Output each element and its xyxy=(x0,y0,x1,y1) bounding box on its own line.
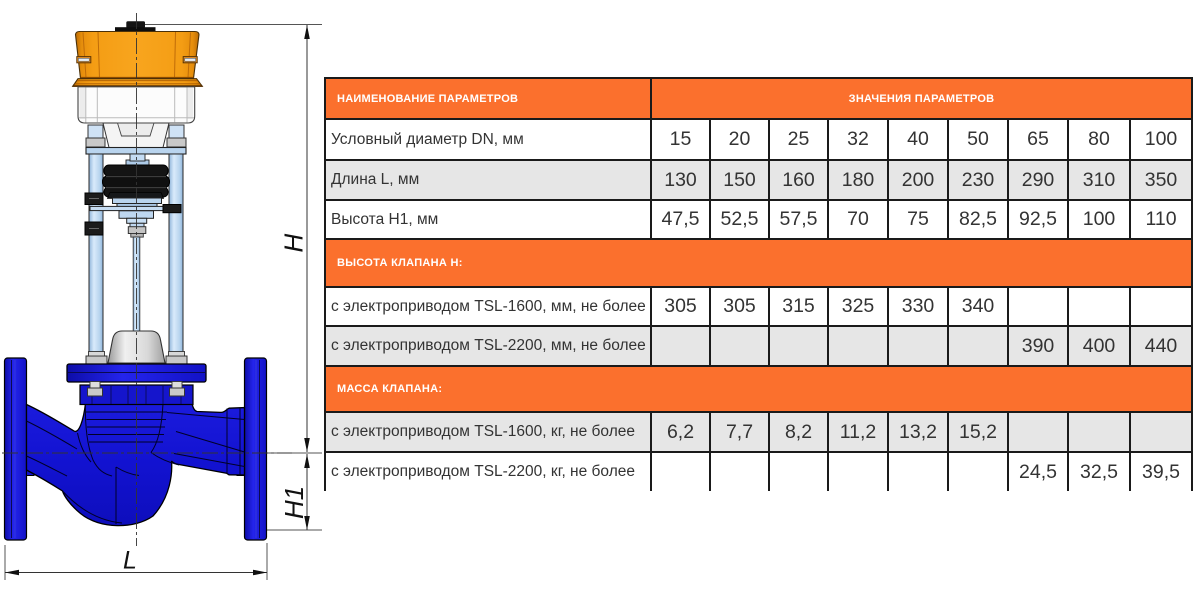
svg-text:L: L xyxy=(123,547,137,575)
svg-text:H1: H1 xyxy=(279,486,309,519)
svg-text:H: H xyxy=(279,234,309,253)
